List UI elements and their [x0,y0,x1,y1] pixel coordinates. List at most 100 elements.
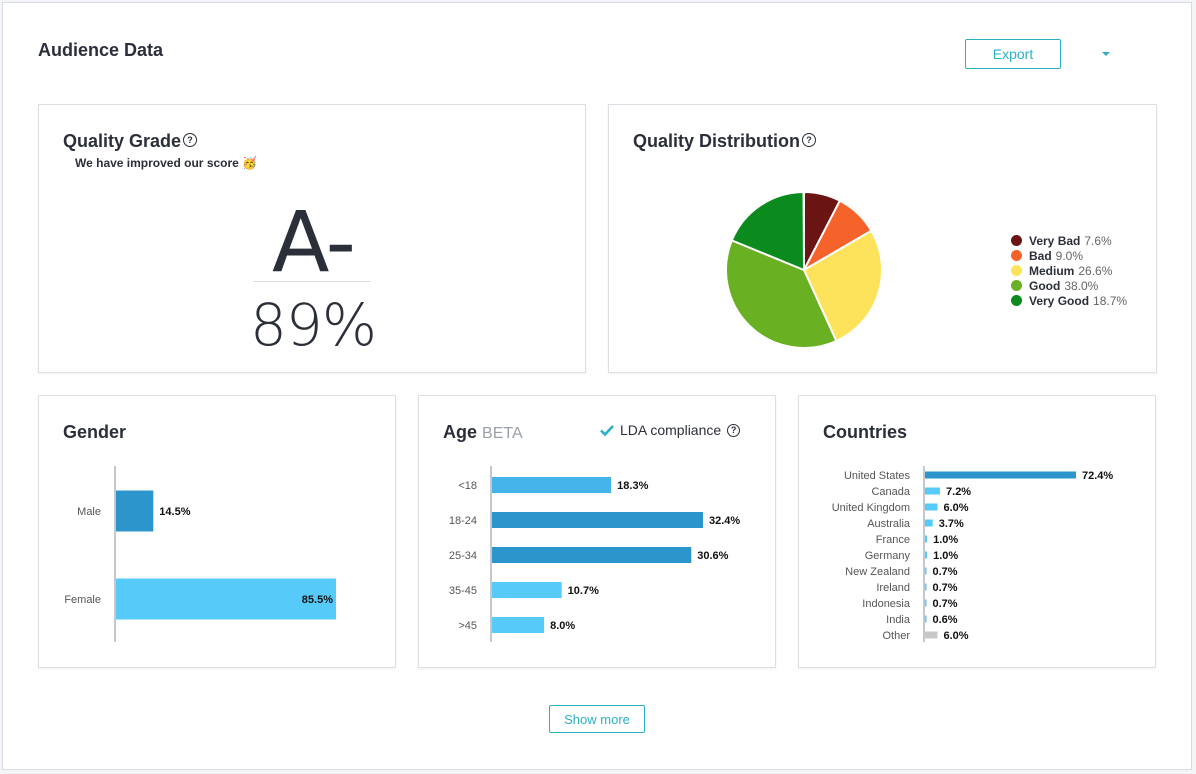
grade-percent: 89% [250,291,377,359]
legend-value: 7.6% [1084,233,1112,248]
category-label: 25-34 [449,550,477,562]
gender-bar-chart: Male 14.5% Female 85.5% [64,466,336,642]
bar-india[interactable] [925,615,927,623]
legend-item: Bad 9.0% [1011,248,1127,263]
pie-slice-good[interactable] [725,239,838,349]
bar-female[interactable] [116,578,336,620]
value-label: 6.0% [944,630,969,642]
category-label: >45 [458,620,477,632]
legend-item: Very Good 18.7% [1011,293,1127,308]
value-label: 0.7% [933,566,958,578]
bar-male[interactable] [116,490,154,532]
bar-united-states[interactable] [925,471,1076,479]
help-icon[interactable]: ? [802,133,817,148]
category-label: Canada [871,486,910,498]
quality-grade-card: Quality Grade? We have improved our scor… [38,104,586,373]
beta-badge: BETA [482,425,523,442]
legend-label: Very Good [1029,293,1090,308]
quality-grade-title: Quality Grade? [63,131,198,152]
legend-label: Good [1029,278,1061,293]
bar-35-45[interactable] [492,582,562,598]
bar-25-34[interactable] [492,547,692,563]
bar-united-kingdom[interactable] [925,503,938,511]
value-label: 10.7% [568,585,599,597]
value-label: 3.7% [939,518,964,530]
legend-swatch [1011,265,1022,276]
legend-value: 38.0% [1064,278,1099,293]
quality-legend: Very Bad 7.6% Bad 9.0% Medium 26.6% Good 38.0% V… [1011,233,1127,308]
value-label: 30.6% [697,550,728,562]
category-label: <18 [458,480,477,492]
category-label: Male [77,506,101,518]
countries-title: Countries [823,422,908,442]
legend-item: Very Bad 7.6% [1011,233,1127,248]
legend-value: 9.0% [1055,248,1084,263]
checkmark-icon [600,424,614,436]
legend-value: 18.7% [1093,293,1128,308]
bar-18-24[interactable] [492,512,703,528]
category-label: Ireland [876,582,910,594]
value-label: 1.0% [933,550,958,562]
category-label: New Zealand [845,566,910,578]
export-button[interactable]: Export [965,39,1061,69]
countries-bar-chart: United States 72.4% Canada 7.2% United Kingd… [832,466,1113,642]
legend-item: Medium 26.6% [1011,263,1127,278]
age-title: Age BETA [443,422,523,443]
help-icon[interactable]: ? [183,133,198,148]
lda-compliance-label: LDA compliance [620,422,722,438]
value-label: 0.7% [933,582,958,594]
value-label: 8.0% [550,620,575,632]
help-icon[interactable]: ? [727,423,741,437]
legend-label: Bad [1029,248,1052,263]
value-label: 7.2% [946,486,971,498]
category-label: Indonesia [862,598,911,610]
quality-distribution-title: Quality Distribution? [633,131,817,152]
gender-title: Gender [63,422,127,442]
category-label: India [886,614,911,626]
category-label: United States [844,470,911,482]
bar--18[interactable] [492,477,612,493]
age-title-text: Age [443,422,478,442]
category-label: Other [882,630,910,642]
grade-divider [253,281,371,282]
category-label: Germany [865,550,911,562]
bar-france[interactable] [925,535,928,543]
lda-compliance-toggle[interactable]: LDA compliance ? [599,422,741,438]
bar-canada[interactable] [925,487,941,495]
value-label: 6.0% [944,502,969,514]
category-label: Australia [867,518,911,530]
countries-card: Countries United States 72.4% Canada 7.2% Un… [798,395,1156,668]
legend-swatch [1011,235,1022,246]
legend-label: Very Bad [1029,233,1081,248]
value-label: 18.3% [617,480,648,492]
show-more-button[interactable]: Show more [549,705,645,733]
value-label: 72.4% [1082,470,1113,482]
value-label: 0.6% [933,614,958,626]
chevron-down-icon[interactable] [1100,50,1112,58]
bar-australia[interactable] [925,519,933,527]
grade-letter: A- [272,193,356,291]
age-card: Age BETA LDA compliance ? <18 18.3% 18-24 3… [418,395,776,668]
legend-item: Good 38.0% [1011,278,1127,293]
value-label: 32.4% [709,515,740,527]
bar-indonesia[interactable] [925,599,927,607]
bar-germany[interactable] [925,551,928,559]
bar-ireland[interactable] [925,583,927,591]
legend-swatch [1011,295,1022,306]
value-label: 14.5% [159,506,190,518]
legend-value: 26.6% [1078,263,1113,278]
bar-other[interactable] [925,631,938,639]
page-title: Audience Data [38,40,164,60]
bar--45[interactable] [492,617,545,633]
bar-new-zealand[interactable] [925,567,927,575]
pie-slice-medium[interactable] [802,229,883,343]
gender-card: Gender Male 14.5% Female 85.5% [38,395,396,668]
quality-pie-chart [725,190,883,349]
category-label: 18-24 [449,515,477,527]
value-label: 0.7% [933,598,958,610]
age-bar-chart: <18 18.3% 18-24 32.4% 25-34 30.6% 35-45 10.7% >4… [449,466,740,642]
quality-grade-subtitle: We have improved our score 🥳 [75,156,258,170]
legend-swatch [1011,250,1022,261]
pie-slice-very-good[interactable] [730,190,806,272]
quality-distribution-card: Quality Distribution? Very Bad 7.6% Bad 9.0… [608,104,1157,373]
